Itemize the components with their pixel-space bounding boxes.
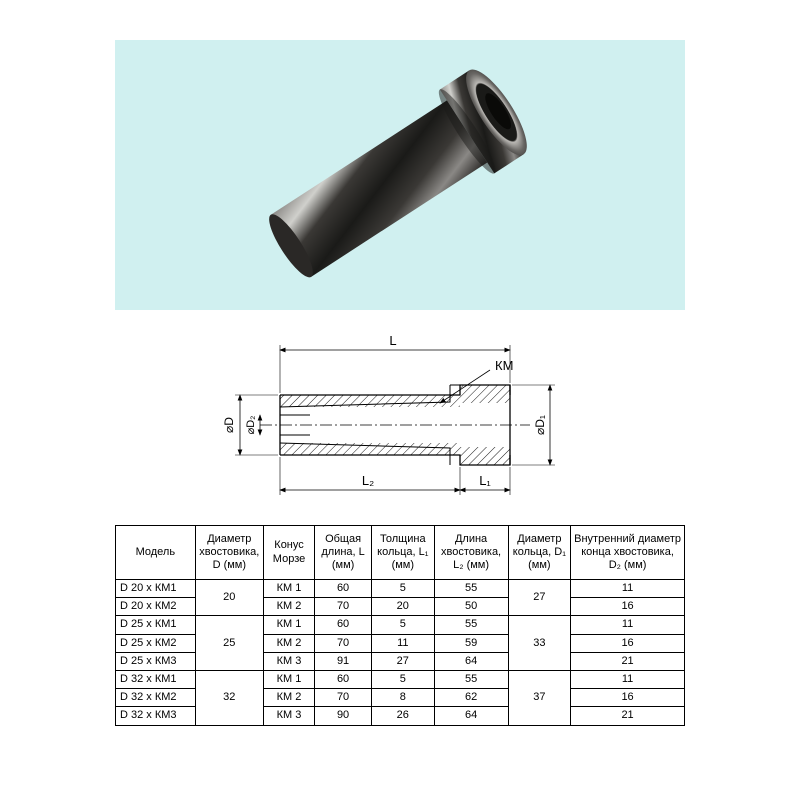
diagram-svg: L КМ L₂ L₁ ⌀D ⌀D₂ ⌀D₁	[150, 325, 650, 515]
spec-table-wrapper: МодельДиаметр хвостовика, D (мм)Конус Мо…	[115, 525, 685, 726]
dim-D1-label: ⌀D₁	[533, 415, 547, 435]
product-photo	[115, 40, 685, 310]
spec-table: МодельДиаметр хвостовика, D (мм)Конус Мо…	[115, 525, 685, 726]
dim-L1-label: L₁	[479, 473, 491, 488]
col-header: Общая длина, L (мм)	[315, 526, 372, 580]
table-row: D 25 x КМ125КМ 1605553311	[116, 616, 685, 634]
col-header: Диаметр кольца, D₁ (мм)	[508, 526, 571, 580]
col-header: Внутренний диаметр конца хвостовика, D₂ …	[571, 526, 685, 580]
col-header: Конус Морзе	[263, 526, 314, 580]
dim-KM-label: КМ	[495, 358, 513, 373]
table-row: D 32 x КМ132КМ 1605553711	[116, 670, 685, 688]
dim-D2-label: ⌀D₂	[245, 416, 257, 435]
col-header: Длина хвостовика, L₂ (мм)	[434, 526, 508, 580]
dim-L2-label: L₂	[362, 473, 374, 488]
technical-diagram: L КМ L₂ L₁ ⌀D ⌀D₂ ⌀D₁	[115, 325, 685, 515]
dim-D-label: ⌀D	[222, 417, 236, 433]
col-header: Модель	[116, 526, 196, 580]
product-photo-svg	[115, 40, 685, 310]
col-header: Толщина кольца, L₁ (мм)	[372, 526, 435, 580]
col-header: Диаметр хвостовика, D (мм)	[195, 526, 263, 580]
dim-L-label: L	[389, 333, 396, 348]
table-row: D 20 x КМ120КМ 1605552711	[116, 580, 685, 598]
